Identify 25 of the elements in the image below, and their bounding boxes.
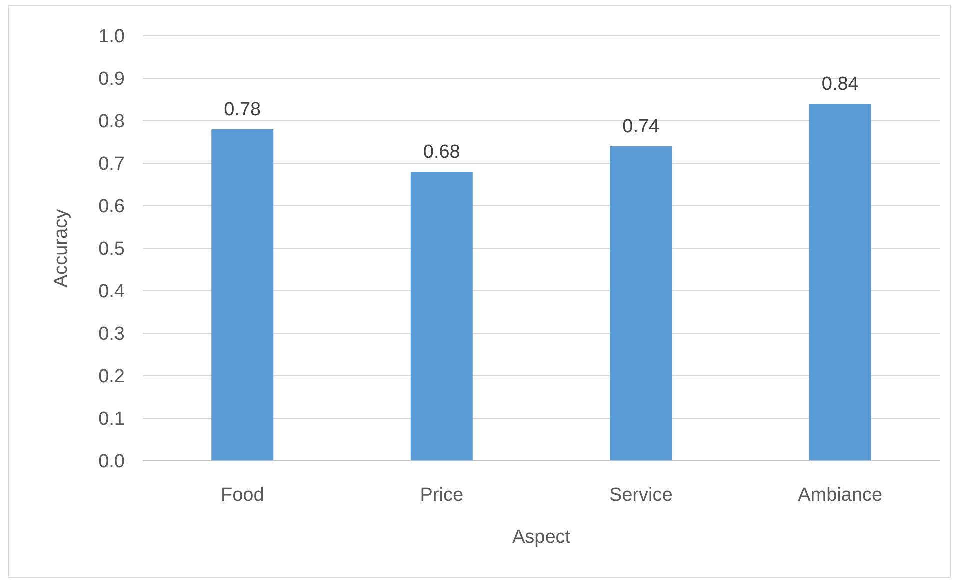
data-label: 0.84: [822, 74, 860, 95]
x-tick-label: Ambiance: [798, 485, 883, 506]
x-tick-label: Price: [420, 485, 464, 506]
y-axis-title: Accuracy: [51, 208, 72, 288]
x-tick-label: Food: [220, 485, 264, 506]
data-label: 0.68: [423, 142, 460, 163]
x-axis-title: Aspect: [512, 527, 572, 548]
y-tick-label: 0.2: [98, 366, 125, 388]
data-label: 0.74: [622, 116, 660, 138]
y-tick-label: 0.8: [98, 112, 125, 133]
bar: [410, 172, 473, 461]
bar: [212, 130, 274, 461]
x-tick-label: Service: [609, 485, 673, 506]
bar: [809, 104, 872, 461]
y-tick-label: 0.9: [98, 69, 125, 90]
bar: [610, 146, 672, 461]
y-tick-label: 0.3: [98, 324, 125, 346]
y-tick-label: 0.5: [98, 239, 125, 260]
y-tick-label: 1.0: [98, 26, 125, 48]
y-tick-label: 0.1: [98, 409, 125, 430]
y-tick-label: 0.6: [98, 196, 125, 218]
data-label: 0.78: [224, 100, 262, 120]
y-tick-label: 0.0: [98, 452, 125, 473]
y-tick-label: 0.7: [98, 154, 125, 176]
y-tick-label: 0.4: [98, 282, 126, 303]
